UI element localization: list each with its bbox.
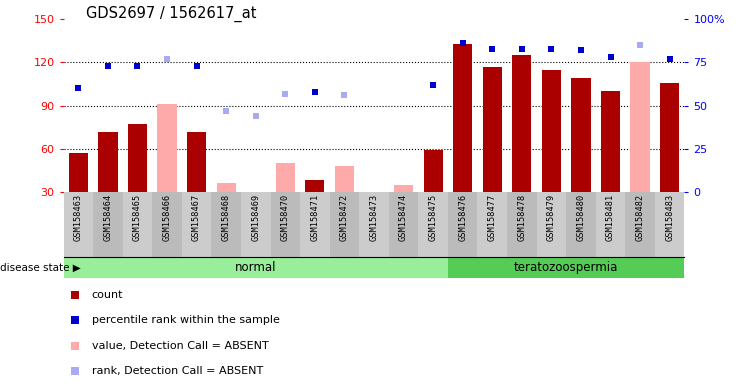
- Point: [486, 46, 498, 52]
- Bar: [64, 192, 94, 257]
- Text: GSM158483: GSM158483: [665, 194, 674, 241]
- Text: GSM158463: GSM158463: [74, 194, 83, 241]
- Text: GSM158474: GSM158474: [399, 194, 408, 241]
- Bar: [123, 192, 153, 257]
- Point: [73, 85, 85, 91]
- Bar: [276, 163, 295, 192]
- Bar: [187, 132, 206, 192]
- Bar: [512, 55, 531, 192]
- Point: [220, 108, 232, 114]
- Bar: [305, 180, 325, 192]
- Text: percentile rank within the sample: percentile rank within the sample: [91, 315, 280, 325]
- Bar: [212, 192, 241, 257]
- Bar: [571, 78, 591, 192]
- Bar: [128, 124, 147, 192]
- Text: GSM158470: GSM158470: [280, 194, 289, 241]
- Bar: [448, 257, 684, 278]
- Point: [309, 89, 321, 95]
- Bar: [241, 192, 271, 257]
- Text: normal: normal: [235, 262, 277, 274]
- Point: [191, 63, 203, 69]
- Bar: [595, 192, 625, 257]
- Bar: [660, 83, 679, 192]
- Bar: [271, 192, 300, 257]
- Point: [161, 56, 173, 62]
- Text: GSM158469: GSM158469: [251, 194, 260, 241]
- Point: [545, 46, 557, 52]
- Bar: [217, 184, 236, 192]
- Bar: [64, 257, 448, 278]
- Bar: [448, 192, 477, 257]
- Bar: [153, 192, 182, 257]
- Text: GSM158476: GSM158476: [459, 194, 468, 241]
- Text: GSM158472: GSM158472: [340, 194, 349, 241]
- Point: [516, 46, 528, 52]
- Bar: [477, 192, 507, 257]
- Text: teratozoospermia: teratozoospermia: [514, 262, 619, 274]
- Bar: [182, 192, 212, 257]
- Bar: [453, 44, 472, 192]
- Bar: [157, 104, 177, 192]
- Point: [457, 40, 469, 46]
- Bar: [246, 192, 266, 196]
- Text: GSM158464: GSM158464: [103, 194, 112, 241]
- Point: [663, 56, 675, 62]
- Text: GSM158465: GSM158465: [133, 194, 142, 241]
- Text: GSM158475: GSM158475: [429, 194, 438, 241]
- Point: [279, 91, 291, 97]
- Point: [132, 63, 144, 69]
- Bar: [389, 192, 418, 257]
- Bar: [335, 166, 354, 192]
- Point: [69, 343, 81, 349]
- Bar: [394, 185, 413, 192]
- Text: GSM158482: GSM158482: [636, 194, 645, 241]
- Bar: [69, 153, 88, 192]
- Bar: [601, 91, 620, 192]
- Bar: [536, 192, 566, 257]
- Bar: [482, 67, 502, 192]
- Text: disease state ▶: disease state ▶: [0, 263, 81, 273]
- Text: GSM158466: GSM158466: [162, 194, 171, 241]
- Point: [338, 92, 350, 98]
- Bar: [631, 63, 650, 192]
- Text: value, Detection Call = ABSENT: value, Detection Call = ABSENT: [91, 341, 269, 351]
- Bar: [300, 192, 330, 257]
- Text: GSM158473: GSM158473: [370, 194, 378, 241]
- Point: [102, 63, 114, 69]
- Text: GSM158480: GSM158480: [577, 194, 586, 241]
- Bar: [542, 70, 561, 192]
- Bar: [625, 192, 654, 257]
- Text: rank, Detection Call = ABSENT: rank, Detection Call = ABSENT: [91, 366, 263, 376]
- Text: count: count: [91, 290, 123, 300]
- Bar: [330, 192, 359, 257]
- Point: [634, 42, 646, 48]
- Text: GSM158477: GSM158477: [488, 194, 497, 241]
- Point: [69, 292, 81, 298]
- Text: GSM158478: GSM158478: [518, 194, 527, 241]
- Bar: [94, 192, 123, 257]
- Point: [69, 317, 81, 323]
- Text: GSM158481: GSM158481: [606, 194, 615, 241]
- Text: GSM158471: GSM158471: [310, 194, 319, 241]
- Point: [604, 54, 616, 60]
- Text: GSM158479: GSM158479: [547, 194, 556, 241]
- Point: [69, 368, 81, 374]
- Bar: [98, 132, 117, 192]
- Text: GSM158468: GSM158468: [221, 194, 230, 241]
- Point: [250, 113, 262, 119]
- Bar: [507, 192, 536, 257]
- Point: [427, 82, 439, 88]
- Text: GDS2697 / 1562617_at: GDS2697 / 1562617_at: [86, 6, 257, 22]
- Bar: [423, 150, 443, 192]
- Bar: [566, 192, 595, 257]
- Point: [575, 47, 587, 53]
- Bar: [359, 192, 389, 257]
- Bar: [654, 192, 684, 257]
- Text: GSM158467: GSM158467: [192, 194, 201, 241]
- Bar: [418, 192, 448, 257]
